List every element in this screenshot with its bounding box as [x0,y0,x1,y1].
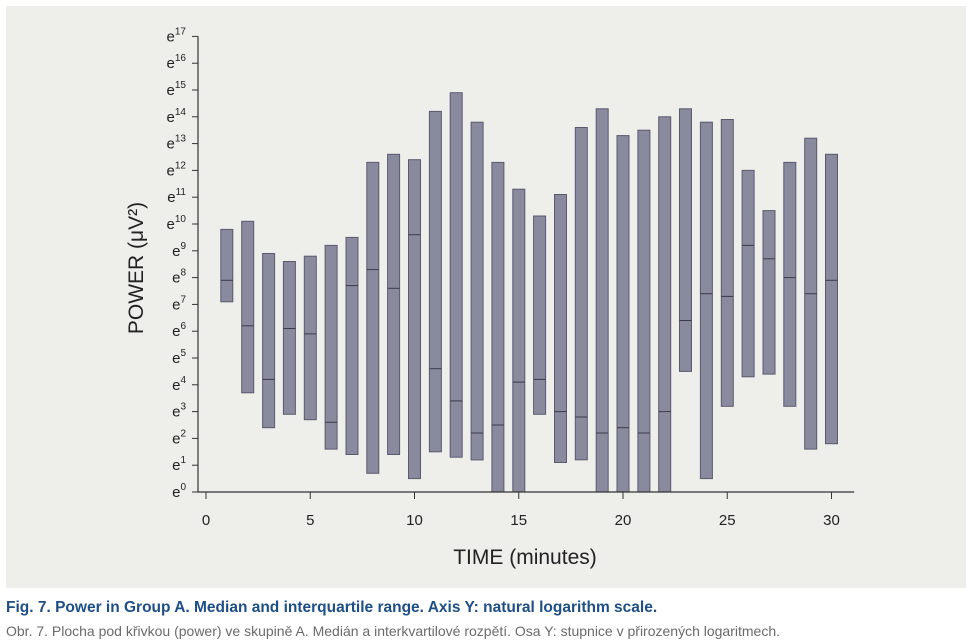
box-t14 [491,161,505,493]
x-tick-label-20: 20 [615,512,632,529]
y-tick-label-9: e9 [172,241,186,260]
y-tick-label-2: e2 [172,428,186,447]
box-t27 [762,210,776,375]
y-tick-label-5: e5 [172,348,186,367]
box-t18 [574,127,588,461]
x-tick-label-30: 30 [823,512,840,529]
box-t3 [262,253,276,429]
boxes-layer [220,92,838,493]
y-tick-label-17: e17 [167,26,187,45]
x-tick-label-10: 10 [406,512,423,529]
x-tick-label-5: 5 [306,512,314,529]
box-t26 [741,169,755,378]
box-t8 [366,161,380,474]
box-t15 [512,188,526,493]
box-t7 [345,236,359,455]
y-tick-label-16: e16 [167,53,187,72]
box-t25 [720,119,734,407]
box-t28 [783,161,797,407]
box-t2 [241,220,255,394]
x-tick-label-25: 25 [719,512,736,529]
box-t20 [616,135,630,493]
box-t1 [220,228,234,303]
box-t12 [449,92,463,458]
box-t13 [470,121,484,461]
box-t16 [533,215,547,415]
box-t23 [679,108,692,372]
box-t17 [554,194,567,463]
y-tick-label-1: e1 [172,455,186,474]
y-tick-label-3: e3 [172,402,186,421]
y-tick-label-10: e10 [167,214,187,233]
y-tick-label-6: e6 [172,321,186,340]
box-t10 [408,159,421,480]
y-tick-label-4: e4 [172,375,186,394]
axes-layer [192,35,855,499]
y-tick-label-15: e15 [167,80,187,99]
box-chart: e0 e1 e2 e3 e4 e5 e6 e7 e8 e9 e10 e11 e12 e13 e14 e15 e1… [125,26,855,569]
box-t24 [699,121,713,480]
box-t22 [658,116,672,493]
x-axis-title: TIME (minutes) [453,546,597,569]
box-t11 [428,110,442,453]
box-t5 [303,255,317,421]
figure-panel: e0 e1 e2 e3 e4 e5 e6 e7 e8 e9 e10 e11 e12 e13 e14 e15 e1… [6,6,966,588]
y-tick-label-12: e12 [167,160,187,179]
box-t19 [595,108,609,493]
y-axis-title: POWER (μV²) [125,202,148,334]
box-t4 [282,261,296,415]
box-t9 [387,153,401,456]
y-tick-label-8: e8 [172,268,186,287]
y-tick-label-0: e0 [172,482,186,501]
x-tick-label-15: 15 [510,512,527,529]
caption-title: Fig. 7. Power in Group A. Median and int… [6,599,658,616]
box-t30 [825,153,838,445]
y-tick-label-11: e11 [167,187,186,206]
box-t6 [324,244,338,450]
x-tick-label-0: 0 [202,512,210,529]
y-tick-label-14: e14 [167,107,187,126]
y-tick-label-13: e13 [167,134,187,153]
box-t21 [637,129,651,493]
y-tick-label-7: e7 [172,294,186,313]
caption-subtitle: Obr. 7. Plocha pod křivkou (power) ve sk… [6,623,781,639]
labels-layer: e0 e1 e2 e3 e4 e5 e6 e7 e8 e9 e10 e11 e12 e13 e14 e15 e1… [167,26,840,529]
